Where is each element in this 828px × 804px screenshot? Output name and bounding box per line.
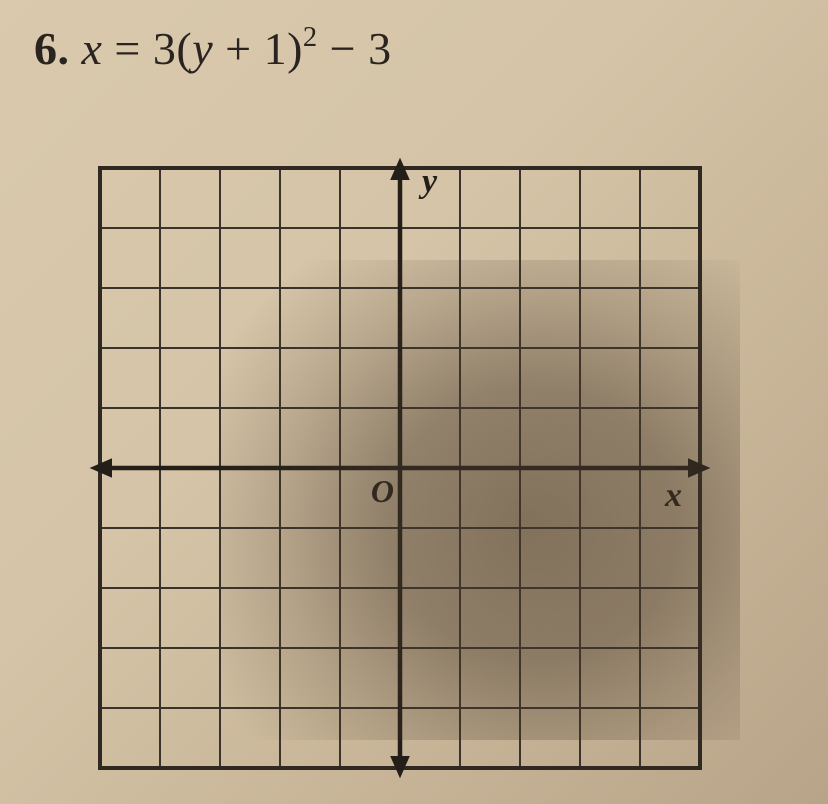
origin-label: O: [371, 473, 394, 509]
page: 6. x = 3(y + 1)2 − 3 y x O: [0, 0, 828, 804]
x-axis-label: x: [664, 477, 682, 514]
rhs-tail: − 3: [318, 23, 392, 74]
grid-svg: yxO: [80, 148, 720, 788]
coordinate-grid: yxO: [80, 148, 720, 788]
equals-sign: =: [102, 23, 152, 74]
var-x: x: [82, 23, 103, 74]
var-y: y: [192, 23, 213, 74]
equation-text: x = 3(y + 1)2 − 3: [82, 23, 392, 74]
rhs-open: 3(: [153, 23, 192, 74]
exponent: 2: [303, 22, 318, 53]
rhs-close: + 1): [213, 23, 303, 74]
problem-number: 6.: [34, 23, 70, 74]
equation-line: 6. x = 3(y + 1)2 − 3: [34, 22, 392, 75]
